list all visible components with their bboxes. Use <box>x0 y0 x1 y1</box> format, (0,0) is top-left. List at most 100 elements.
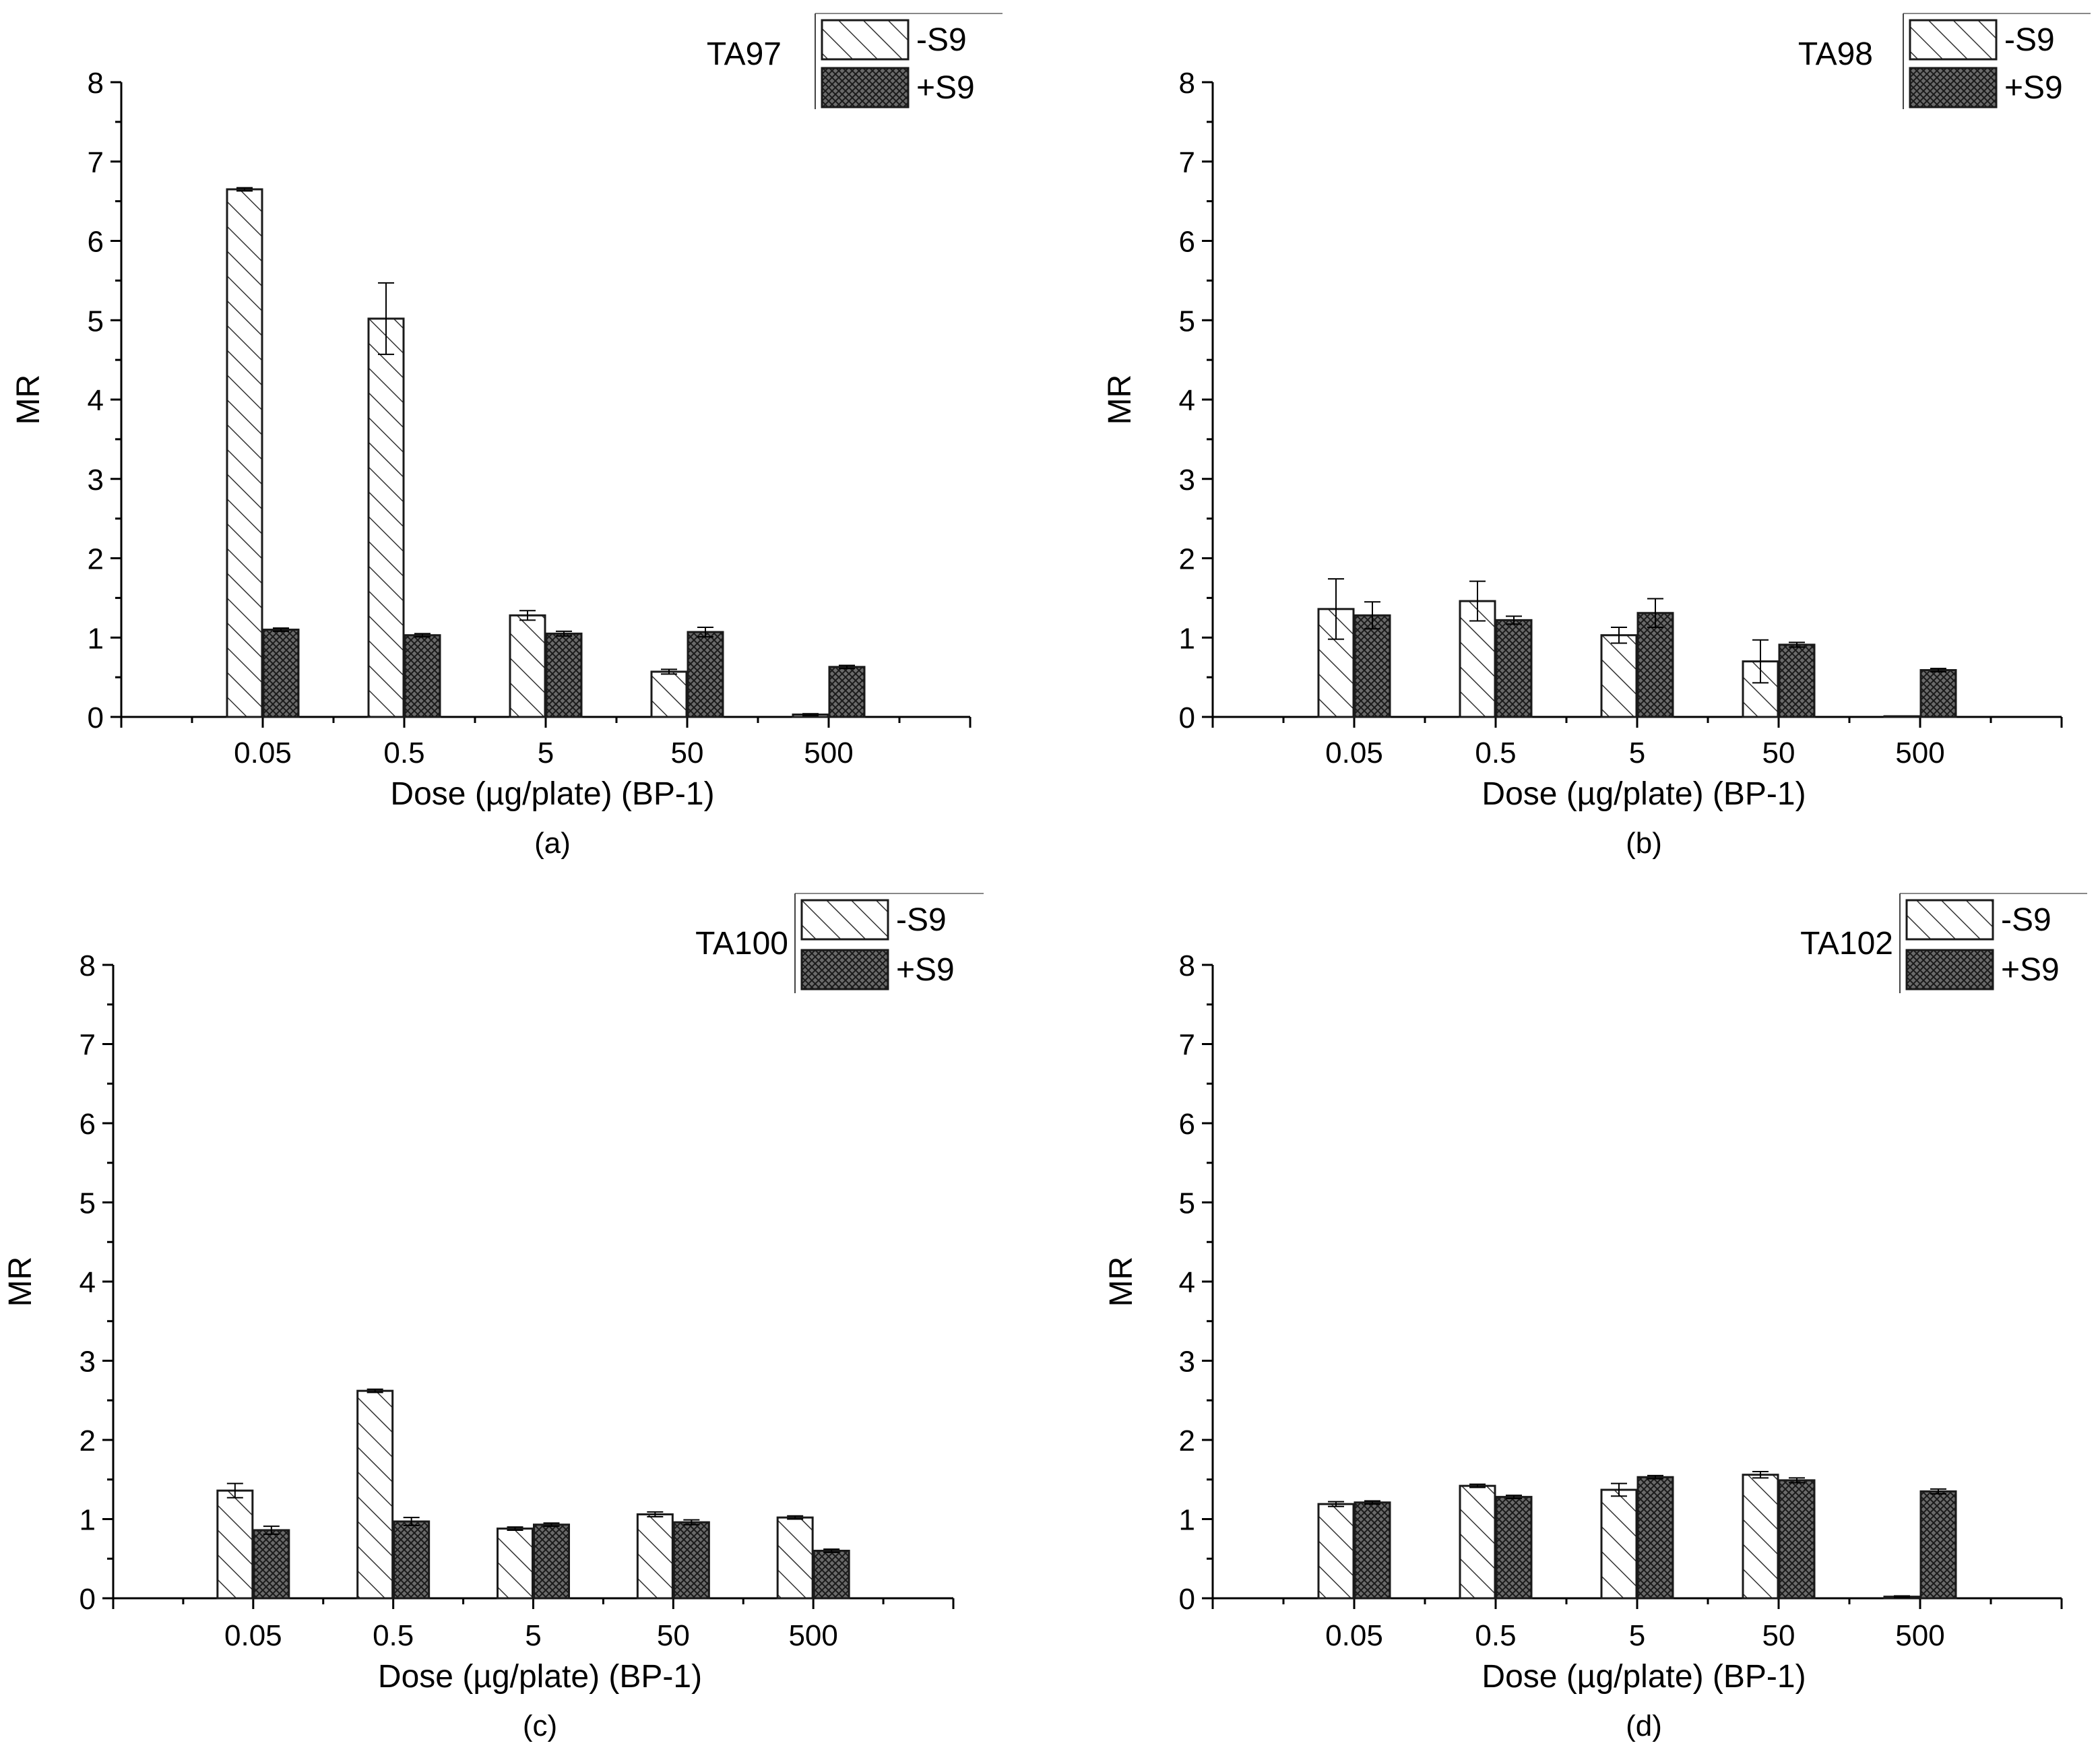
panel-label: (c) <box>523 1709 557 1742</box>
legend-label: +S9 <box>2004 70 2063 106</box>
y-tick-label: 5 <box>1179 1187 1195 1220</box>
x-tick-label: 0.05 <box>234 736 292 769</box>
bar-minus-s9 <box>216 1489 254 1600</box>
y-tick-label: 7 <box>79 1029 96 1062</box>
x-tick-label: 0.5 <box>373 1619 414 1652</box>
bar-plus-s9 <box>1495 619 1533 718</box>
bar-minus-s9 <box>356 1389 394 1600</box>
y-tick-label: 2 <box>79 1424 96 1457</box>
bar-plus-s9 <box>1919 1490 1957 1600</box>
bar-plus-s9 <box>687 631 724 718</box>
y-tick-label: 1 <box>79 1504 96 1537</box>
y-axis-title: MR <box>11 375 46 425</box>
x-tick-label: 500 <box>1895 736 1944 769</box>
x-tick-label: 5 <box>538 736 554 769</box>
y-tick-label: 7 <box>88 146 104 179</box>
y-tick-label: 2 <box>1179 543 1195 576</box>
legend-label: +S9 <box>916 70 975 106</box>
legend-label: +S9 <box>2001 952 2060 988</box>
panel-label: (a) <box>534 827 571 860</box>
y-tick-label: 0 <box>88 701 104 734</box>
y-tick-label: 4 <box>88 384 104 417</box>
y-tick-label: 4 <box>1179 384 1195 417</box>
legend: -S9+S9 <box>794 893 984 993</box>
y-axis-title: MR <box>1102 375 1138 425</box>
bar-plus-s9 <box>533 1523 570 1600</box>
bar-plus-s9 <box>1919 669 1957 718</box>
y-tick-label: 3 <box>79 1346 96 1379</box>
legend: -S9+S9 <box>815 13 1003 109</box>
y-tick-label: 1 <box>88 622 104 655</box>
y-tick-label: 1 <box>1179 1504 1195 1537</box>
bar-minus-s9 <box>497 1528 534 1600</box>
bar-minus-s9 <box>650 670 688 718</box>
bar-plus-s9 <box>393 1520 431 1600</box>
legend-swatch-minus-s9 <box>1905 899 1994 941</box>
legend-swatch-minus-s9 <box>821 19 910 61</box>
x-tick-label: 0.05 <box>1325 1619 1383 1652</box>
strain-title: TA97 <box>707 36 782 72</box>
x-tick-label: 5 <box>1629 736 1645 769</box>
y-tick-label: 1 <box>1179 622 1195 655</box>
bar-minus-s9 <box>1742 1474 1779 1600</box>
y-tick-label: 3 <box>1179 1346 1195 1379</box>
bar-plus-s9 <box>672 1521 710 1600</box>
x-axis-title: Dose (µg/plate) (BP-1) <box>1482 776 1806 812</box>
chart-panel-4: 0 1 2 3 4 5 6 7 8 0.05 0.5 5 50 500 MR Dose (µg/plate) … <box>1104 893 2087 1742</box>
legend-label: -S9 <box>916 22 967 58</box>
y-tick-label: 6 <box>1179 226 1195 259</box>
legend-swatch-plus-s9 <box>821 67 910 108</box>
bar-plus-s9 <box>1636 612 1674 718</box>
x-tick-label: 5 <box>525 1619 541 1652</box>
bar-minus-s9 <box>636 1513 674 1600</box>
bar-minus-s9 <box>1883 715 1921 718</box>
bar-plus-s9 <box>1354 614 1391 718</box>
bar-plus-s9 <box>404 634 441 718</box>
strain-title: TA102 <box>1800 926 1893 962</box>
y-tick-label: 5 <box>88 305 104 338</box>
legend-swatch-minus-s9 <box>1909 19 1998 61</box>
legend-swatch-minus-s9 <box>800 899 889 941</box>
legend-swatch-plus-s9 <box>1909 67 1998 108</box>
bar-minus-s9 <box>1600 634 1638 718</box>
y-tick-label: 0 <box>79 1583 96 1616</box>
y-tick-label: 4 <box>1179 1266 1195 1299</box>
y-tick-label: 3 <box>88 464 104 497</box>
bar-plus-s9 <box>1778 643 1816 718</box>
y-tick-label: 6 <box>88 226 104 259</box>
bar-minus-s9 <box>226 188 263 718</box>
strain-title: TA100 <box>695 926 788 962</box>
x-tick-label: 500 <box>788 1619 837 1652</box>
legend-swatch-plus-s9 <box>800 949 889 990</box>
y-tick-label: 7 <box>1179 146 1195 179</box>
x-axis-title: Dose (µg/plate) (BP-1) <box>1482 1659 1806 1695</box>
bar-minus-s9 <box>1459 1484 1496 1600</box>
y-tick-label: 7 <box>1179 1029 1195 1062</box>
legend-label: -S9 <box>896 902 947 938</box>
bar-plus-s9 <box>1636 1476 1674 1600</box>
y-tick-label: 6 <box>79 1108 96 1141</box>
y-tick-label: 8 <box>88 67 104 100</box>
y-tick-label: 8 <box>79 949 96 982</box>
x-tick-label: 5 <box>1629 1619 1645 1652</box>
y-axis-title: MR <box>3 1257 38 1307</box>
y-tick-label: 0 <box>1179 701 1195 734</box>
y-tick-label: 2 <box>88 543 104 576</box>
y-tick-label: 3 <box>1179 464 1195 497</box>
legend-label: +S9 <box>896 952 955 988</box>
x-tick-label: 0.5 <box>383 736 424 769</box>
strain-title: TA98 <box>1798 36 1873 72</box>
bar-plus-s9 <box>828 666 866 718</box>
y-tick-label: 5 <box>79 1187 96 1220</box>
y-tick-label: 8 <box>1179 67 1195 100</box>
bar-plus-s9 <box>1495 1496 1533 1600</box>
x-tick-label: 500 <box>804 736 853 769</box>
x-axis-title: Dose (µg/plate) (BP-1) <box>378 1659 702 1695</box>
bar-plus-s9 <box>813 1550 850 1600</box>
chart-panel-1: 0 1 2 3 4 5 6 7 8 0.05 0.5 5 50 500 MR Dose (µg/plate) … <box>11 13 1003 860</box>
legend: -S9+S9 <box>1899 893 2087 993</box>
bar-minus-s9 <box>776 1516 814 1600</box>
x-tick-label: 50 <box>657 1619 690 1652</box>
legend-label: -S9 <box>2004 22 2055 58</box>
bar-plus-s9 <box>262 628 300 718</box>
